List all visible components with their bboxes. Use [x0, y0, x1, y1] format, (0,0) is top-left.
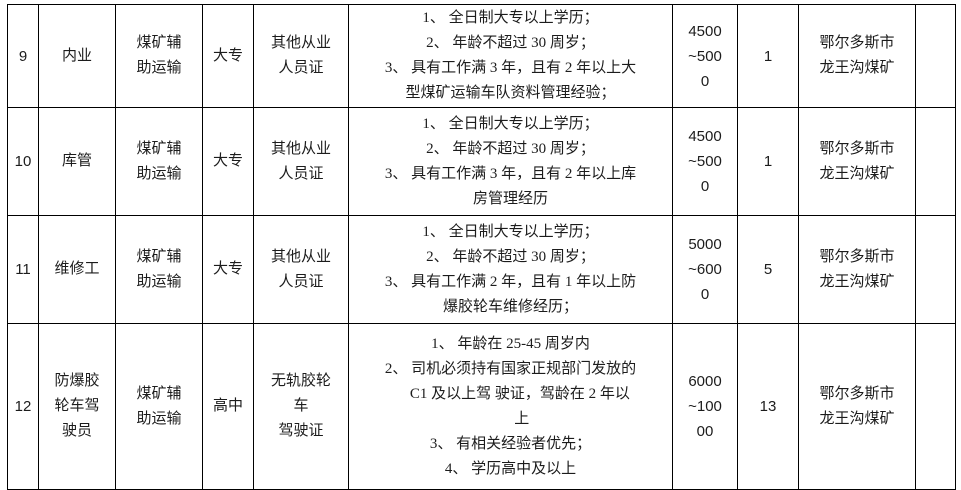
- requirement-line: 1、 全日制大专以上学历；: [422, 223, 599, 240]
- cell-requirements: 1、 全日制大专以上学历； 2、 年龄不超过 30 周岁； 3、 具有工作满 2 年…: [348, 215, 673, 324]
- cell-row-number: 12: [7, 323, 39, 490]
- requirement-line: 3、 具有工作满 3 年，且有 2 年以上大: [384, 60, 637, 76]
- cell-education: 大专: [202, 215, 254, 324]
- requirement-line: 4、 学历高中及以上: [444, 460, 577, 477]
- table-row: 10 库管 煤矿辅 助运输 大专 其他从业 人员证 1、 全日制大专以上学历； 2…: [7, 107, 956, 216]
- job-table: 9 内业 煤矿辅 助运输 大专 其他从业 人员证 1、 全日制大专以上学历； 2、…: [7, 4, 956, 490]
- requirement-line: 1、 年龄在 25-45 周岁内: [431, 335, 590, 352]
- cell-salary: 4500 ~500 0: [672, 4, 738, 108]
- requirement-line: 2、 年龄不超过 30 周岁；: [426, 35, 595, 51]
- requirement-line: 2、 年龄不超过 30 周岁；: [426, 140, 595, 157]
- requirement-line: 2、 年龄不超过 30 周岁；: [426, 248, 595, 265]
- cell-headcount: 13: [737, 323, 799, 490]
- cell-salary: 4500 ~500 0: [672, 107, 738, 216]
- table-row: 11 维修工 煤矿辅 助运输 大专 其他从业 人员证 1、 全日制大专以上学历；…: [7, 215, 956, 324]
- cell-education: 高中: [202, 323, 254, 490]
- cell-row-number: 9: [7, 4, 39, 108]
- cell-certificate: 其他从业 人员证: [253, 215, 349, 324]
- cell-headcount: 1: [737, 4, 799, 108]
- cell-certificate: 其他从业 人员证: [253, 107, 349, 216]
- cell-education: 大专: [202, 107, 254, 216]
- requirement-line: 3、 有相关经验者优先；: [429, 435, 592, 452]
- table-row: 9 内业 煤矿辅 助运输 大专 其他从业 人员证 1、 全日制大专以上学历； 2、…: [7, 4, 956, 108]
- cell-position: 防爆胶 轮车驾 驶员: [38, 323, 116, 490]
- requirement-line: 1、 全日制大专以上学历；: [422, 115, 599, 132]
- cell-note: [915, 4, 956, 108]
- job-table-body: 9 内业 煤矿辅 助运输 大专 其他从业 人员证 1、 全日制大专以上学历； 2、…: [7, 4, 956, 490]
- cell-education: 大专: [202, 4, 254, 108]
- cell-row-number: 10: [7, 107, 39, 216]
- requirement-line: 上: [491, 410, 530, 427]
- cell-requirements: 1、 全日制大专以上学历； 2、 年龄不超过 30 周岁； 3、 具有工作满 3 年…: [348, 107, 673, 216]
- requirement-line: C1 及以上驾 驶证，驾龄在 2 年以: [391, 385, 630, 402]
- cell-department: 煤矿辅 助运输: [115, 323, 203, 490]
- requirement-line: 3、 具有工作满 3 年，且有 2 年以上库: [384, 165, 637, 182]
- cell-department: 煤矿辅 助运输: [115, 4, 203, 108]
- cell-department: 煤矿辅 助运输: [115, 215, 203, 324]
- cell-location: 鄂尔多斯市 龙王沟煤矿: [798, 215, 916, 324]
- cell-location: 鄂尔多斯市 龙王沟煤矿: [798, 4, 916, 108]
- cell-department: 煤矿辅 助运输: [115, 107, 203, 216]
- cell-position: 维修工: [38, 215, 116, 324]
- cell-salary: 6000 ~100 00: [672, 323, 738, 490]
- requirement-line: 3、 具有工作满 2 年，且有 1 年以上防: [384, 273, 637, 290]
- requirement-line: 1、 全日制大专以上学历；: [422, 10, 599, 26]
- cell-location: 鄂尔多斯市 龙王沟煤矿: [798, 323, 916, 490]
- cell-row-number: 11: [7, 215, 39, 324]
- cell-headcount: 5: [737, 215, 799, 324]
- cell-location: 鄂尔多斯市 龙王沟煤矿: [798, 107, 916, 216]
- requirement-line: 爆胶轮车维修经历；: [442, 298, 578, 315]
- cell-position: 库管: [38, 107, 116, 216]
- cell-position: 内业: [38, 4, 116, 108]
- cell-requirements: 1、 年龄在 25-45 周岁内 2、 司机必须持有国家正规部门发放的 C1 及以…: [348, 323, 673, 490]
- cell-note: [915, 323, 956, 490]
- requirement-line: 2、 司机必须持有国家正规部门发放的: [384, 360, 637, 377]
- cell-certificate: 无轨胶轮 车 驾驶证: [253, 323, 349, 490]
- cell-note: [915, 215, 956, 324]
- table-row: 12 防爆胶 轮车驾 驶员 煤矿辅 助运输 高中 无轨胶轮 车 驾驶证 1、 年…: [7, 323, 956, 490]
- cell-requirements: 1、 全日制大专以上学历； 2、 年龄不超过 30 周岁； 3、 具有工作满 3 年…: [348, 4, 673, 108]
- requirement-line: 型煤矿运输车队资料管理经验；: [405, 85, 616, 101]
- cell-note: [915, 107, 956, 216]
- cell-salary: 5000 ~600 0: [672, 215, 738, 324]
- cell-headcount: 1: [737, 107, 799, 216]
- cell-certificate: 其他从业 人员证: [253, 4, 349, 108]
- requirement-line: 房管理经历: [472, 190, 548, 207]
